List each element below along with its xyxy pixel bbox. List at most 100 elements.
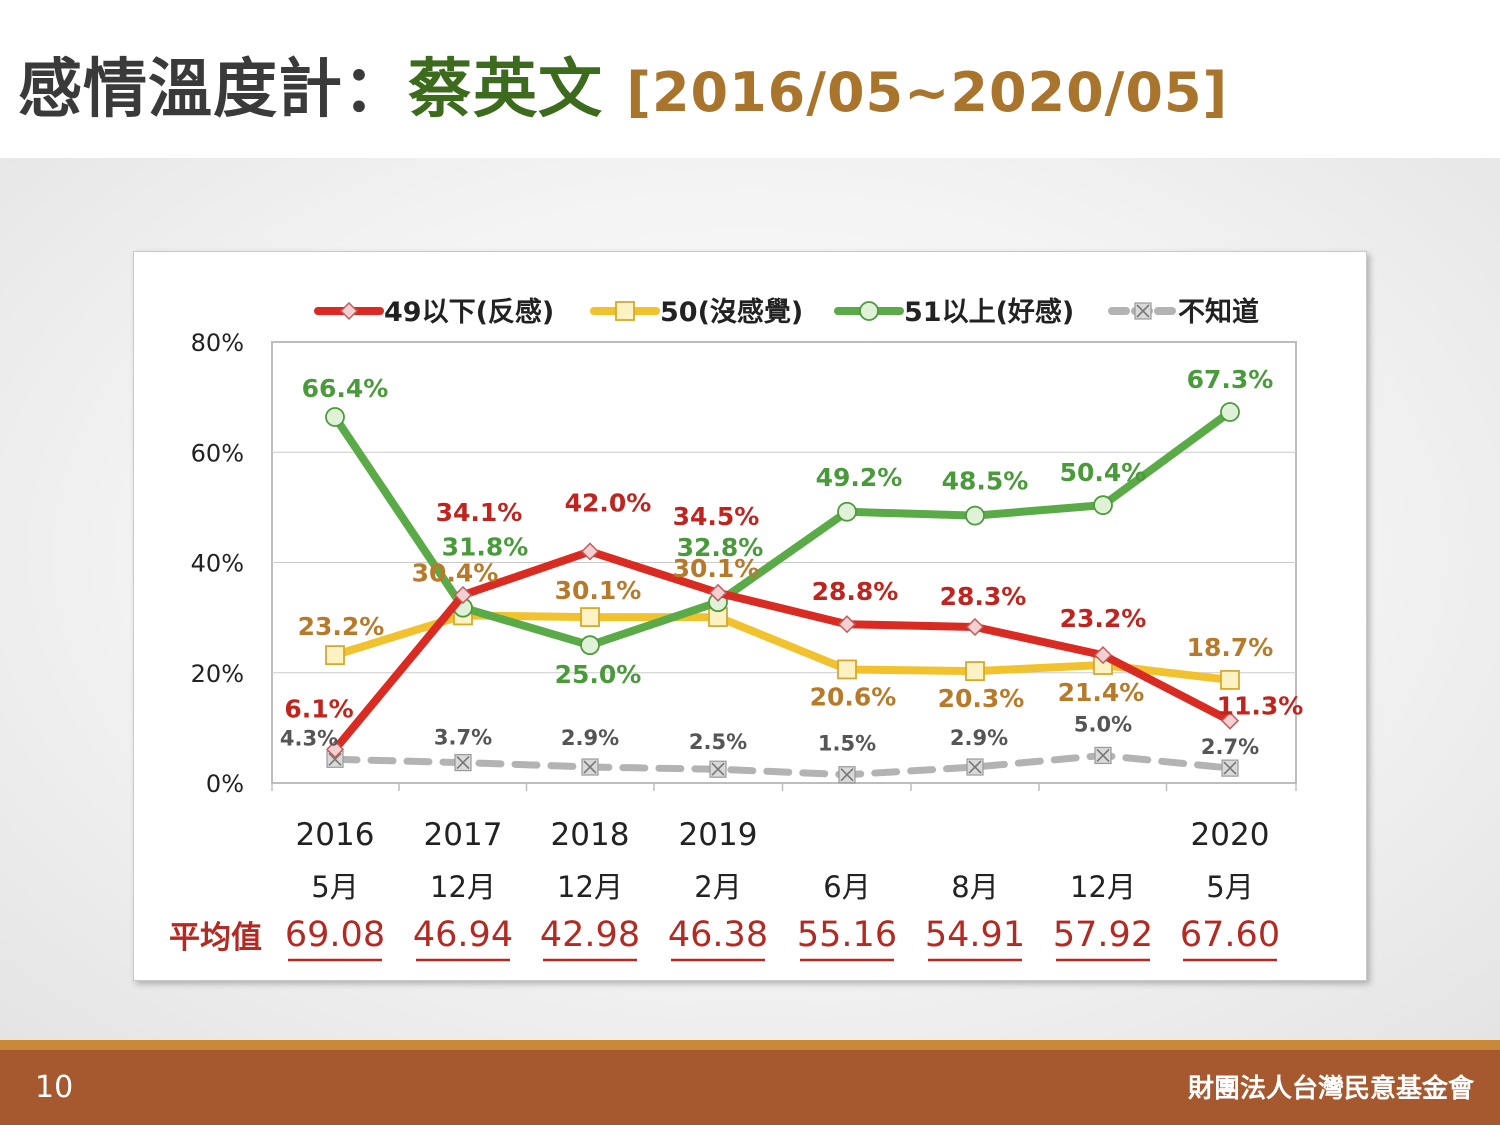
data-label: 31.8% [442,533,529,562]
data-label: 3.7% [434,726,492,750]
data-label: 34.5% [673,502,760,531]
series-4 [326,746,1239,784]
data-label: 30.4% [412,558,499,587]
data-label: 11.3% [1217,692,1304,721]
x-year-label: 2017 [424,817,503,853]
series-marker-cross [1136,304,1150,318]
average-value: 69.08 [285,915,385,955]
y-tick-label: 20% [191,660,244,688]
slide-title: 感情溫度計：蔡英文 [2016/05~2020/05] [18,38,1228,130]
series-marker-cross [1223,761,1237,775]
series-marker [325,740,345,759]
average-value: 46.94 [413,915,513,955]
series-marker [339,301,359,321]
series-marker-cross [840,768,854,782]
series-marker [580,542,600,561]
average-value: 67.60 [1180,915,1280,955]
footer-bar [0,1050,1500,1125]
average-value: 55.16 [797,915,897,955]
x-year-label: 2016 [296,817,375,853]
title-range: [2016/05~2020/05] [626,61,1229,124]
legend-label: 49以下(反感) [384,296,554,328]
series-marker [965,617,985,637]
data-label: 50.4% [1060,458,1147,487]
y-tick-label: 80% [191,329,244,357]
x-month-label: 12月 [1070,870,1136,904]
data-label: 2.5% [689,730,747,754]
data-labels: 6.1% 34.1% 42.0% 34.5% 28.8% 28.3% 23.2% 11.3% 2… [280,365,1303,759]
series-marker [1220,402,1240,422]
data-label: 49.2% [816,463,903,492]
data-label: 34.1% [436,498,523,527]
data-label: 30.1% [673,554,760,583]
data-label: 20.6% [810,682,897,711]
series-marker [859,301,879,321]
data-label: 67.3% [1187,365,1274,394]
data-label: 4.3% [280,726,338,750]
x-month-label: 12月 [557,870,623,904]
series-marker [453,585,473,605]
series-marker [580,607,600,627]
series-marker [965,505,985,526]
average-label: 平均值 [169,920,262,956]
average-value: 57.92 [1053,915,1153,955]
series-marker [708,583,728,602]
average-value: 46.38 [668,915,768,955]
y-tick-label: 40% [191,550,244,578]
average-value: 54.91 [925,915,1025,955]
title-main: 感情溫度計： [18,53,408,127]
series-marker [1093,495,1113,516]
series-marker [325,645,345,666]
series-line [331,751,1234,779]
data-label: 6.1% [284,694,353,723]
series-marker [837,659,857,680]
title-name: 蔡英文 [408,53,603,127]
series-marker [325,407,345,427]
chart-legend: 49以下(反感) 50(沒感覺) 51以上(好感) 不知道 [314,296,1259,328]
y-tick-label: 60% [191,439,244,467]
series-marker-cross [456,756,470,770]
series-marker [580,635,600,656]
data-label: 28.8% [812,577,899,606]
data-label: 2.7% [1201,735,1259,759]
x-year-label: 2018 [551,817,630,853]
data-label: 25.0% [555,660,642,689]
x-month-label: 6月 [823,870,870,904]
series-marker [1220,711,1240,730]
x-month-label: 12月 [430,870,496,904]
series-marker-cross [711,762,725,776]
chart-series [325,402,1240,784]
x-month-label: 2月 [694,870,741,904]
data-label: 42.0% [565,488,652,517]
series-marker [615,301,635,321]
title-band: 感情溫度計：蔡英文 [2016/05~2020/05] [0,0,1500,158]
x-month-label: 8月 [951,870,998,904]
chart-card [133,251,1367,981]
data-label: 66.4% [302,374,389,403]
series-marker-cross [328,752,342,766]
data-label: 48.5% [942,467,1029,496]
legend-label: 50(沒感覺) [660,296,803,328]
data-label: 2.9% [950,726,1008,750]
data-label: 32.8% [677,533,764,562]
series-line [331,547,1234,754]
data-label: 30.1% [555,576,642,605]
data-label: 18.7% [1187,633,1274,662]
data-label: 28.3% [940,582,1027,611]
series-marker [1093,646,1113,665]
series-marker-cross [968,760,982,774]
chart-grid: 0% 20% 40% 60% 80% [191,329,1297,798]
data-label: 21.4% [1058,678,1145,707]
x-axis-labels: 2016 5月 69.08 2017 12月 46.94 2018 12月 42.98 2019 2… [169,817,1280,962]
series-marker [837,615,857,634]
series-marker [965,661,985,681]
page-number: 10 [35,1070,74,1105]
series-line [331,408,1234,650]
series-3 [325,402,1240,656]
data-label: 20.3% [938,684,1025,713]
x-month-label: 5月 [311,870,358,904]
series-marker [837,501,857,522]
series-1 [325,542,1240,759]
data-label: 2.9% [561,726,619,750]
